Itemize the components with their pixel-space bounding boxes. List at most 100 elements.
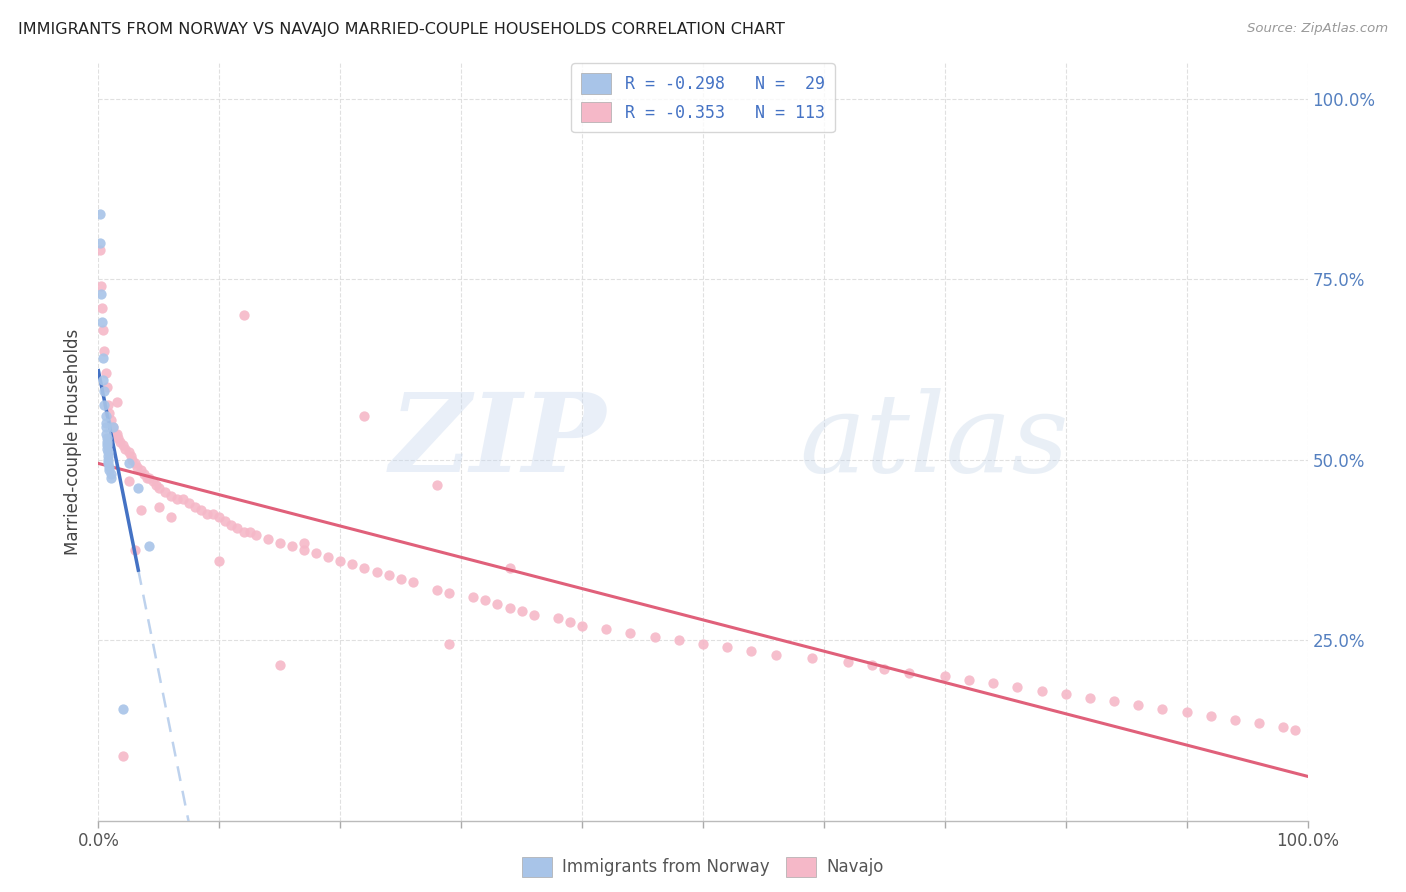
Point (97, 456, 120, 470)
Point (111, 748, 134, 763)
Point (1078, 690, 1101, 705)
Point (91, 315, 114, 329)
Point (1223, 713, 1246, 727)
Legend: R = -0.298   N =  29, R = -0.353   N = 113: R = -0.298 N = 29, R = -0.353 N = 113 (571, 63, 835, 132)
Point (426, 478, 449, 492)
Point (96, 380, 118, 394)
Point (104, 427, 127, 442)
Point (426, 582, 449, 597)
Point (94, 417, 117, 431)
Point (91, 351, 114, 366)
Point (245, 528, 267, 542)
Point (98, 459, 121, 474)
Point (166, 492, 188, 507)
Point (208, 510, 231, 524)
Point (120, 449, 142, 463)
Text: IMMIGRANTS FROM NORWAY VS NAVAJO MARRIED-COUPLE HOUSEHOLDS CORRELATION CHART: IMMIGRANTS FROM NORWAY VS NAVAJO MARRIED… (18, 22, 785, 37)
Point (97, 445, 120, 459)
Point (619, 626, 641, 640)
Point (91, 301, 114, 315)
Point (138, 539, 160, 553)
Point (100, 413, 122, 427)
Point (329, 554, 352, 568)
Point (1054, 687, 1077, 701)
Point (108, 434, 131, 449)
Point (179, 496, 201, 510)
Point (232, 524, 254, 539)
Point (547, 611, 569, 625)
Point (90, 286, 112, 301)
Point (281, 539, 304, 553)
Point (124, 542, 146, 557)
Point (873, 662, 896, 676)
Point (114, 442, 136, 456)
Point (91, 373, 114, 387)
Point (389, 572, 412, 586)
Point (1199, 709, 1222, 723)
Point (98, 406, 121, 420)
Point (153, 485, 176, 500)
Text: Source: ZipAtlas.com: Source: ZipAtlas.com (1247, 22, 1388, 36)
Point (96, 442, 118, 456)
Point (1102, 694, 1125, 708)
Point (93, 399, 115, 413)
Point (1284, 723, 1306, 738)
Point (129, 463, 152, 477)
Point (214, 514, 236, 528)
Point (498, 600, 520, 615)
Point (100, 470, 122, 484)
Point (96, 434, 118, 449)
Point (1007, 680, 1029, 694)
Point (474, 593, 496, 607)
Point (145, 478, 167, 492)
Point (111, 702, 134, 716)
Point (118, 475, 141, 489)
Point (105, 394, 128, 409)
Point (127, 482, 149, 496)
Point (800, 651, 823, 665)
Point (94, 409, 117, 424)
Point (134, 467, 156, 481)
Point (897, 665, 920, 680)
Point (160, 510, 183, 524)
Text: ZIP: ZIP (389, 388, 606, 495)
Point (121, 452, 143, 467)
Point (558, 615, 581, 629)
Point (97, 399, 120, 413)
Point (510, 604, 533, 618)
Point (740, 644, 762, 658)
Point (111, 438, 134, 452)
Point (98, 463, 121, 477)
Point (96, 438, 118, 452)
Point (981, 676, 1004, 690)
Point (305, 546, 328, 560)
Point (184, 500, 207, 514)
Point (135, 470, 157, 484)
Y-axis label: Married-couple Households: Married-couple Households (65, 328, 83, 555)
Point (353, 561, 375, 575)
Point (498, 561, 520, 575)
Point (316, 550, 339, 565)
Text: atlas: atlas (800, 388, 1070, 495)
Point (208, 554, 231, 568)
Point (97, 452, 120, 467)
Point (292, 542, 315, 557)
Legend: Immigrants from Norway, Navajo: Immigrants from Norway, Navajo (516, 850, 890, 884)
Point (1272, 720, 1295, 734)
Point (190, 503, 212, 517)
Point (89, 243, 111, 257)
Point (463, 590, 485, 604)
Point (437, 586, 460, 600)
Point (342, 558, 364, 572)
Point (94, 420, 117, 434)
Point (366, 565, 388, 579)
Point (692, 637, 714, 651)
Point (957, 673, 980, 687)
Point (571, 618, 593, 632)
Point (101, 420, 124, 434)
Point (107, 431, 129, 445)
Point (221, 517, 243, 532)
Point (93, 384, 115, 398)
Point (138, 470, 160, 484)
Point (148, 482, 170, 496)
